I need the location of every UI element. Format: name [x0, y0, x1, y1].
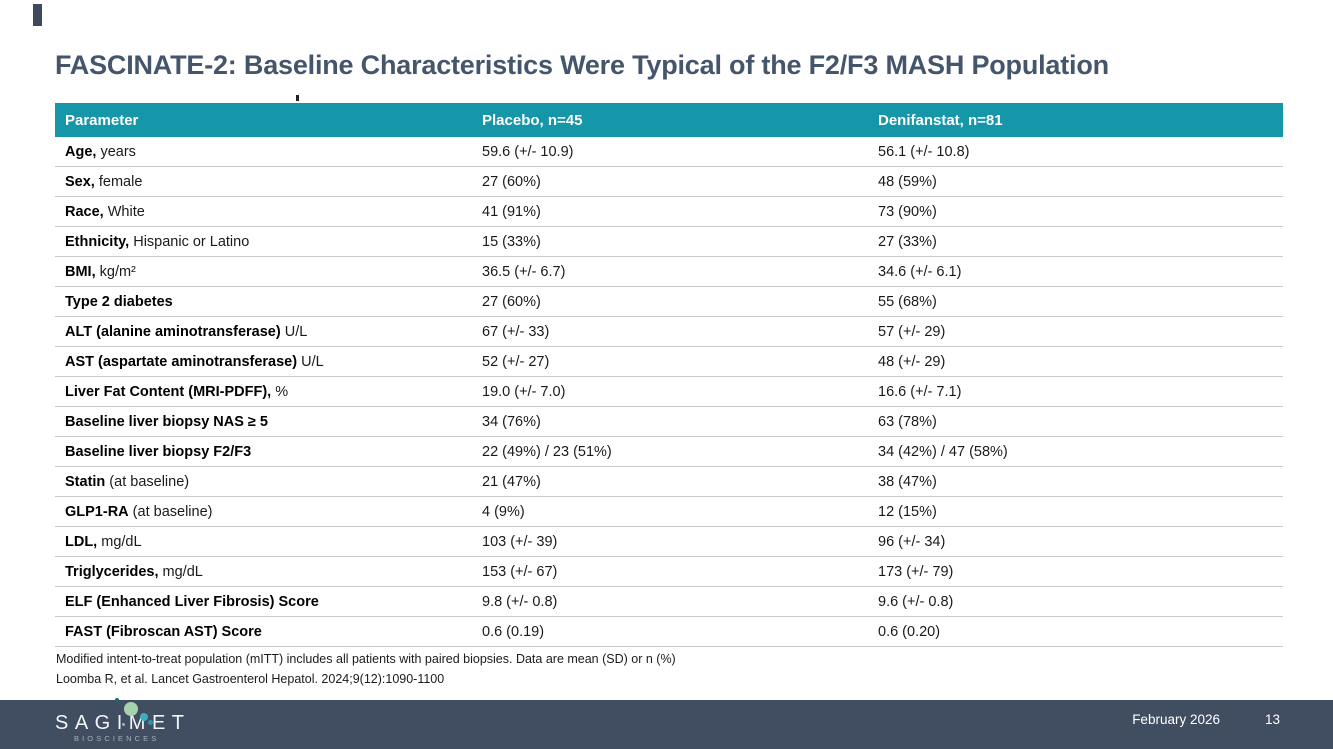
- placebo-value-cell: 52 (+/- 27): [482, 353, 550, 370]
- placebo-value-cell: 34 (76%): [482, 413, 541, 430]
- param-cell: ELF (Enhanced Liver Fibrosis) Score: [65, 593, 319, 610]
- baseline-characteristics-table: Parameter Placebo, n=45 Denifanstat, n=8…: [55, 103, 1283, 647]
- param-cell: LDL, mg/dL: [65, 533, 142, 550]
- header-cell-denifanstat: Denifanstat, n=81: [878, 111, 1003, 129]
- denifanstat-value-cell: 48 (59%): [878, 173, 937, 190]
- param-cell: Liver Fat Content (MRI-PDFF), %: [65, 383, 289, 400]
- denifanstat-value-cell: 173 (+/- 79): [878, 563, 954, 580]
- footnote-citation: Loomba R, et al. Lancet Gastroenterol He…: [56, 672, 445, 686]
- logo-dot-large-green-icon: [124, 702, 138, 716]
- placebo-value-cell: 67 (+/- 33): [482, 323, 550, 340]
- table-row: ELF (Enhanced Liver Fibrosis) Score 9.8 (…: [55, 587, 1283, 617]
- denifanstat-value-cell: 0.6 (0.20): [878, 623, 941, 640]
- footer-page-number: 13: [1264, 712, 1280, 727]
- param-cell: GLP1-RA (at baseline): [65, 503, 213, 520]
- placebo-value-cell: 153 (+/- 67): [482, 563, 558, 580]
- table-row: FAST (Fibroscan AST) Score 0.6 (0.19) 0.6 …: [55, 617, 1283, 647]
- placebo-value-cell: 36.5 (+/- 6.7): [482, 263, 566, 280]
- denifanstat-value-cell: 56.1 (+/- 10.8): [878, 143, 970, 160]
- logo-subtext: BIOSCIENCES: [74, 734, 160, 743]
- placebo-value-cell: 0.6 (0.19): [482, 623, 545, 640]
- param-cell: ALT (alanine aminotransferase) U/L: [65, 323, 308, 340]
- logo-dot-small-teal-icon: [148, 720, 153, 725]
- table-header-row: Parameter Placebo, n=45 Denifanstat, n=8…: [55, 103, 1283, 137]
- table-row: ALT (alanine aminotransferase) U/L 67 (+/…: [55, 317, 1283, 347]
- placebo-value-cell: 41 (91%): [482, 203, 541, 220]
- table-row: Triglycerides, mg/dL 153 (+/- 67) 173 (+/-…: [55, 557, 1283, 587]
- logo-wordmark: SAGIMET: [55, 712, 191, 735]
- param-cell: Statin (at baseline): [65, 473, 190, 490]
- header-cell-parameter: Parameter: [65, 111, 139, 129]
- param-cell: Sex, female: [65, 173, 143, 190]
- table-row: Type 2 diabetes 27 (60%) 55 (68%): [55, 287, 1283, 317]
- denifanstat-value-cell: 57 (+/- 29): [878, 323, 946, 340]
- denifanstat-value-cell: 63 (78%): [878, 413, 937, 430]
- placebo-value-cell: 19.0 (+/- 7.0): [482, 383, 566, 400]
- stray-dot: [296, 95, 299, 101]
- denifanstat-value-cell: 12 (15%): [878, 503, 937, 520]
- footnote-mitt: Modified intent-to-treat population (mIT…: [56, 652, 676, 666]
- table-row: Liver Fat Content (MRI-PDFF), % 19.0 (+/-…: [55, 377, 1283, 407]
- param-cell: Ethnicity, Hispanic or Latino: [65, 233, 250, 250]
- footer-date: February 2026: [1132, 712, 1220, 727]
- table-row: Statin (at baseline) 21 (47%) 38 (47%): [55, 467, 1283, 497]
- denifanstat-value-cell: 96 (+/- 34): [878, 533, 946, 550]
- denifanstat-value-cell: 38 (47%): [878, 473, 937, 490]
- param-cell: AST (aspartate aminotransferase) U/L: [65, 353, 324, 370]
- param-cell: Triglycerides, mg/dL: [65, 563, 203, 580]
- table-row: GLP1-RA (at baseline) 4 (9%) 12 (15%): [55, 497, 1283, 527]
- denifanstat-value-cell: 34 (42%) / 47 (58%): [878, 443, 1008, 460]
- page-title: FASCINATE-2: Baseline Characteristics We…: [55, 50, 1109, 80]
- placebo-value-cell: 27 (60%): [482, 293, 541, 310]
- placebo-value-cell: 15 (33%): [482, 233, 541, 250]
- table-row: BMI, kg/m² 36.5 (+/- 6.7) 34.6 (+/- 6.1): [55, 257, 1283, 287]
- table-body: Age, years 59.6 (+/- 10.9) 56.1 (+/- 10.8)…: [55, 137, 1283, 647]
- param-cell: Baseline liver biopsy NAS ≥ 5: [65, 413, 268, 430]
- footer-bar: [0, 700, 1333, 749]
- denifanstat-value-cell: 16.6 (+/- 7.1): [878, 383, 962, 400]
- denifanstat-value-cell: 27 (33%): [878, 233, 937, 250]
- placebo-value-cell: 4 (9%): [482, 503, 525, 520]
- param-cell: FAST (Fibroscan AST) Score: [65, 623, 262, 640]
- param-cell: Type 2 diabetes: [65, 293, 173, 310]
- table-row: Race, White 41 (91%) 73 (90%): [55, 197, 1283, 227]
- denifanstat-value-cell: 73 (90%): [878, 203, 937, 220]
- table-row: LDL, mg/dL 103 (+/- 39) 96 (+/- 34): [55, 527, 1283, 557]
- table-row: Ethnicity, Hispanic or Latino 15 (33%) 27 …: [55, 227, 1283, 257]
- denifanstat-value-cell: 9.6 (+/- 0.8): [878, 593, 954, 610]
- placebo-value-cell: 21 (47%): [482, 473, 541, 490]
- placebo-value-cell: 22 (49%) / 23 (51%): [482, 443, 612, 460]
- logo-dot-medium-teal-icon: [140, 713, 148, 721]
- param-cell: Race, White: [65, 203, 145, 220]
- param-cell: BMI, kg/m²: [65, 263, 136, 280]
- param-cell: Baseline liver biopsy F2/F3: [65, 443, 252, 460]
- denifanstat-value-cell: 55 (68%): [878, 293, 937, 310]
- logo-dot-tiny-icon: [122, 723, 125, 726]
- placebo-value-cell: 27 (60%): [482, 173, 541, 190]
- header-cell-placebo: Placebo, n=45: [482, 111, 583, 129]
- table-row: Baseline liver biopsy F2/F3 22 (49%) / 23…: [55, 437, 1283, 467]
- param-cell: Age, years: [65, 143, 136, 160]
- placebo-value-cell: 103 (+/- 39): [482, 533, 558, 550]
- logo-dot-small-dark-icon: [115, 698, 119, 702]
- table-row: AST (aspartate aminotransferase) U/L 52 (…: [55, 347, 1283, 377]
- placebo-value-cell: 59.6 (+/- 10.9): [482, 143, 574, 160]
- top-left-mark: [33, 4, 42, 26]
- denifanstat-value-cell: 34.6 (+/- 6.1): [878, 263, 962, 280]
- table-row: Baseline liver biopsy NAS ≥ 5 34 (76%) 63 …: [55, 407, 1283, 437]
- placebo-value-cell: 9.8 (+/- 0.8): [482, 593, 558, 610]
- denifanstat-value-cell: 48 (+/- 29): [878, 353, 946, 370]
- table-row: Sex, female 27 (60%) 48 (59%): [55, 167, 1283, 197]
- table-row: Age, years 59.6 (+/- 10.9) 56.1 (+/- 10.8): [55, 137, 1283, 167]
